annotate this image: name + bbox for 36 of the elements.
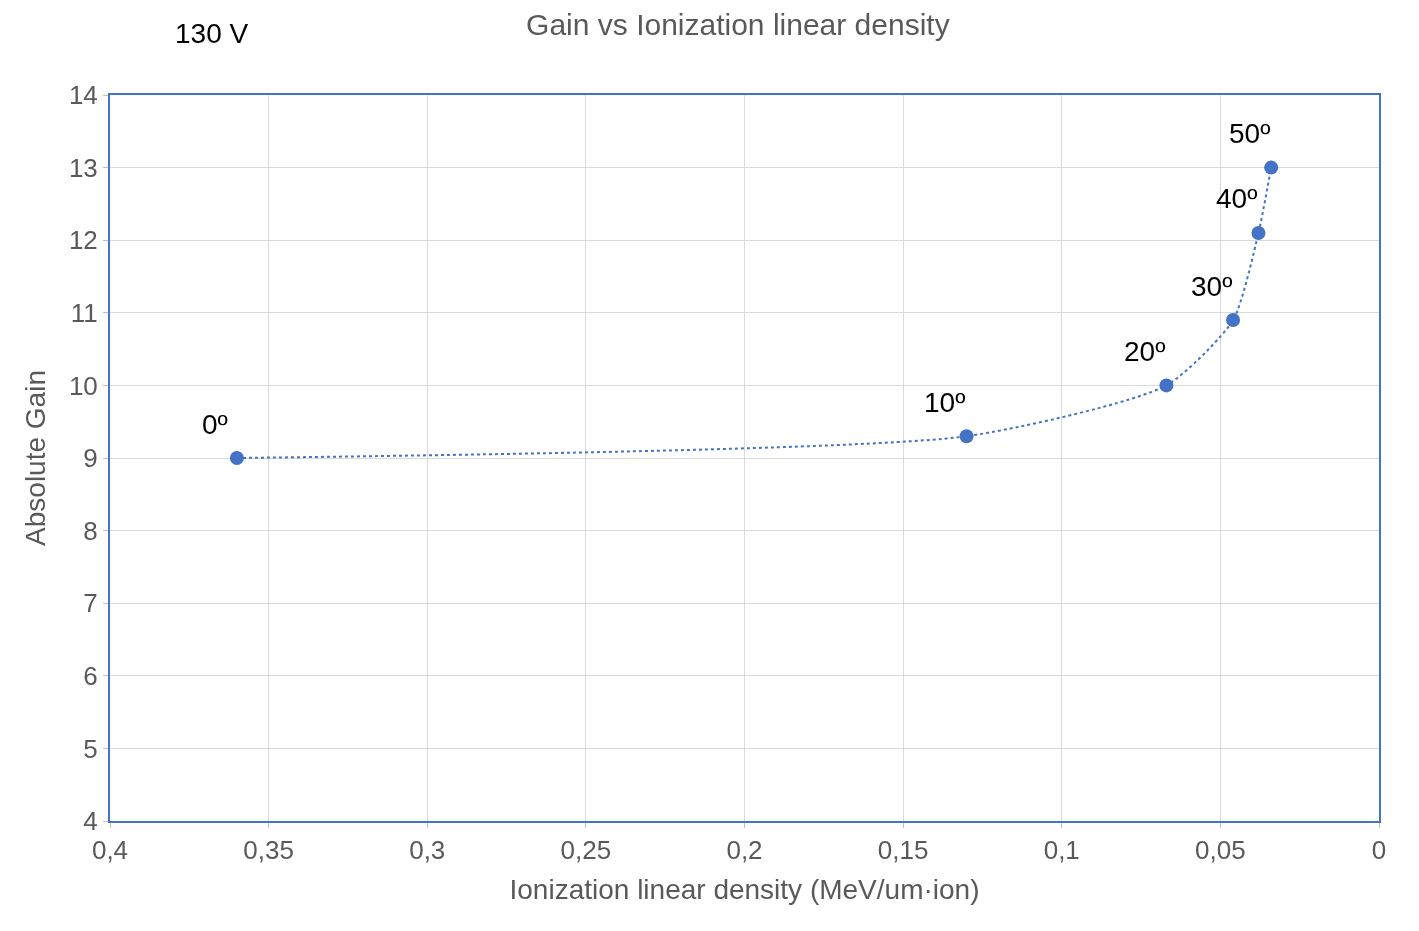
- x-tick-label: 0,4: [91, 835, 129, 866]
- annotation: 40º: [1216, 183, 1258, 214]
- y-tick-label: 13: [68, 152, 98, 183]
- point: [1159, 378, 1174, 393]
- x-tick-label: 0: [1371, 835, 1387, 866]
- text: 130 V: [175, 18, 249, 49]
- x-tick-label: 0,1: [1043, 835, 1080, 866]
- y-tick-label: 4: [83, 806, 98, 837]
- y-tick-label: 11: [70, 297, 98, 328]
- y-tick-label: 7: [83, 588, 98, 619]
- annotation: 20º: [1124, 336, 1166, 367]
- point: [229, 451, 244, 465]
- annotation: 0º: [202, 409, 228, 440]
- y-tick-label: 6: [83, 660, 98, 691]
- x-tick-label: 0,2: [726, 835, 763, 866]
- x-tick-label: 0,3: [409, 835, 446, 866]
- x-axis-title: Ionization linear density (MeV/um·ion): [509, 873, 980, 905]
- y-tick-label: 8: [83, 515, 98, 546]
- annotation: 10º: [924, 387, 966, 418]
- x-tick-label: 0,35: [243, 835, 294, 866]
- y-tick-label: 12: [68, 225, 98, 256]
- y-tick-label: 9: [83, 443, 98, 474]
- x-tick-label: 0,05: [1195, 835, 1246, 866]
- y-tick-label: 5: [83, 733, 98, 764]
- y-tick-label: 10: [68, 370, 98, 401]
- point: [1251, 225, 1266, 240]
- point: [959, 429, 974, 444]
- chart-title: Gain vs Ionization linear density: [526, 7, 950, 41]
- y-tick-label: 14: [68, 80, 98, 111]
- x-tick-label: 0,25: [560, 835, 612, 866]
- y-axis-title: Absolute Gain: [20, 370, 52, 546]
- point: [1226, 313, 1241, 328]
- point: [1264, 160, 1279, 175]
- annotation: 50º: [1229, 118, 1271, 149]
- annotation: 30º: [1191, 271, 1233, 302]
- x-tick-label: 0,15: [877, 835, 929, 866]
